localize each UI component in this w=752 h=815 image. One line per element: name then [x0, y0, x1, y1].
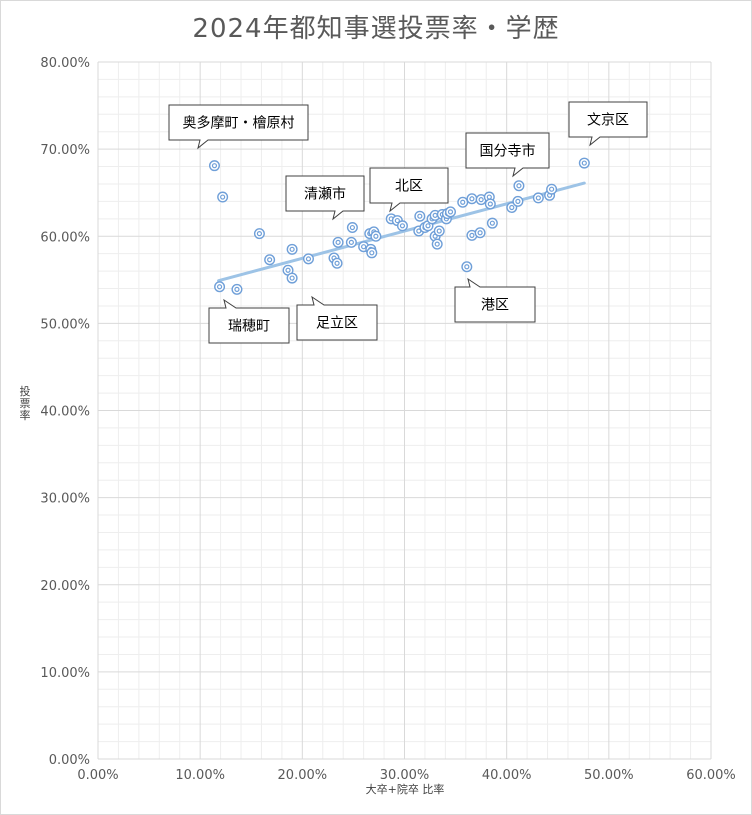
y-tick-label: 80.00% [40, 56, 90, 71]
data-point [466, 193, 478, 205]
data-point [444, 206, 456, 218]
data-point [486, 217, 498, 229]
y-tick-label: 0.00% [49, 753, 90, 768]
x-tick-label: 20.00% [278, 768, 328, 783]
annotation-label: 文京区 [587, 113, 629, 129]
y-tick-label: 50.00% [40, 317, 90, 332]
annotation-callout: 奥多摩町・檜原村 [168, 104, 309, 150]
data-point [332, 236, 344, 248]
annotation-callout: 足立区 [296, 295, 378, 341]
grid [97, 61, 712, 760]
data-point [532, 192, 544, 204]
data-point [208, 160, 220, 172]
data-point [433, 225, 445, 237]
data-point [431, 238, 443, 250]
data-point [217, 191, 229, 203]
data-point [264, 254, 276, 266]
data-point [331, 257, 343, 269]
data-point [414, 210, 426, 222]
data-point [370, 230, 382, 242]
x-tick-label: 60.00% [686, 768, 736, 783]
annotation-label: 瑞穂町 [228, 319, 270, 335]
data-point [346, 222, 358, 234]
data-point [578, 157, 590, 169]
annotation-label: 奥多摩町・檜原村 [183, 115, 295, 132]
x-tick-label: 40.00% [482, 768, 532, 783]
data-points [208, 157, 590, 295]
x-tick-label: 0.00% [77, 768, 118, 783]
x-tick-label: 30.00% [380, 768, 430, 783]
y-tick-label: 10.00% [40, 666, 90, 681]
data-point [302, 253, 314, 265]
x-tick-label: 10.00% [175, 768, 225, 783]
data-point [286, 243, 298, 255]
data-point [484, 198, 496, 210]
x-tick-label: 50.00% [584, 768, 634, 783]
y-tick-label: 70.00% [40, 143, 90, 158]
annotation-callout: 国分寺市 [465, 132, 550, 178]
data-point [461, 261, 473, 273]
y-tick-label: 40.00% [40, 405, 90, 420]
data-point [513, 180, 525, 192]
data-point [253, 228, 265, 240]
annotation-callout: 瑞穂町 [208, 298, 290, 344]
y-tick-label: 60.00% [40, 230, 90, 245]
annotation-label: 北区 [395, 179, 423, 195]
chart-title: 2024年都知事選投票率・学歴 [192, 14, 560, 44]
data-point [214, 281, 226, 293]
annotation-callout: 文京区 [568, 101, 648, 147]
annotation-callout: 港区 [454, 277, 536, 323]
data-point [396, 220, 408, 232]
data-point [512, 195, 524, 207]
x-axis-title: 大卒+院卒 比率 [366, 782, 445, 796]
y-tick-label: 20.00% [40, 579, 90, 594]
data-point [457, 196, 469, 208]
data-point [474, 227, 486, 239]
annotation-label: 清瀬市 [304, 186, 346, 203]
data-point [366, 247, 378, 259]
data-point [466, 229, 478, 241]
annotation-callout: 北区 [369, 167, 449, 213]
trendline [217, 181, 586, 283]
data-point [345, 236, 357, 248]
annotation-callout: 清瀬市 [285, 175, 365, 221]
data-point [286, 272, 298, 284]
annotation-label: 港区 [481, 298, 509, 314]
data-point [231, 283, 243, 295]
y-tick-label: 30.00% [40, 492, 90, 507]
y-axis-title: 投票率 [20, 384, 31, 422]
tick-labels: 0.00% 10.00% 20.00% 30.00% 40.00% 50.00% 60.00… [40, 56, 735, 783]
trendline-layer [217, 181, 586, 283]
data-point [546, 183, 558, 195]
annotation-label: 足立区 [316, 316, 358, 332]
annotation-label: 国分寺市 [480, 143, 536, 160]
